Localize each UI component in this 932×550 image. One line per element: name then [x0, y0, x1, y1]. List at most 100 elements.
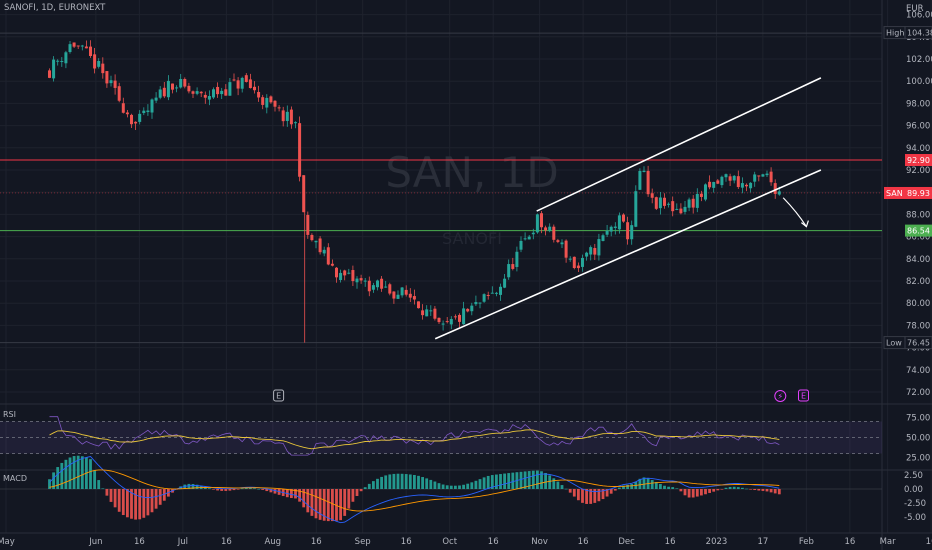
candle-body [490, 292, 494, 294]
candle-down [757, 175, 761, 182]
macd-histogram-bar [72, 456, 76, 489]
candle-up [142, 107, 146, 116]
macd-histogram-bar [138, 489, 142, 520]
candle-down [335, 267, 338, 283]
candle-up [724, 173, 728, 182]
candle-down [433, 305, 437, 321]
candle-down [257, 85, 261, 102]
time-axis-label: 17 [757, 537, 768, 547]
macd-histogram-bar [376, 478, 379, 489]
macd-histogram-bar [564, 488, 568, 490]
low-badge: Low 76.45 [883, 336, 932, 350]
candle-body [515, 251, 519, 267]
projection-arrow [782, 197, 807, 227]
macd-histogram-bar [150, 489, 154, 513]
watermark-symbol: SAN, 1D [385, 148, 558, 197]
low-badge-tag: Low [886, 339, 902, 348]
macd-histogram-bar [80, 456, 84, 489]
candle-body [56, 60, 60, 62]
candle-up [363, 277, 367, 287]
candle-down [421, 304, 425, 320]
candle-body [158, 89, 162, 98]
macd-histogram-bar [158, 489, 162, 505]
candle-body [199, 91, 203, 94]
candle-body [511, 264, 515, 269]
candle-down [199, 91, 203, 98]
macd-histogram-bar [48, 479, 51, 489]
macd-histogram-bar [773, 489, 777, 494]
high-badge-value-bg [904, 26, 932, 40]
candle-up [68, 40, 72, 54]
projection-arrowhead [801, 220, 809, 228]
candle-up [704, 183, 707, 202]
macd-histogram-bar [372, 481, 375, 489]
macd-histogram-bar [335, 489, 338, 521]
candle-body [166, 80, 170, 98]
candle-body [572, 256, 576, 269]
macd-histogram-bar [343, 489, 347, 516]
time-axis-label: 16 [488, 537, 499, 547]
candle-body [294, 122, 297, 124]
candle-body [142, 110, 146, 114]
macd-histogram-bar [298, 489, 301, 502]
candle-down [650, 188, 654, 204]
candle-down [183, 77, 187, 89]
candle-down [691, 195, 695, 214]
macd-histogram-bar [134, 489, 137, 520]
candle-up [396, 290, 400, 299]
candle-down [130, 113, 133, 129]
macd-histogram-bar [216, 489, 219, 491]
macd-histogram-bar [478, 479, 482, 489]
candle-up [441, 320, 445, 331]
candle-body [224, 89, 228, 96]
price-tick-label: 96.00 [906, 122, 930, 132]
macd-histogram-bar [638, 478, 642, 489]
candle-down [404, 285, 408, 297]
macd-histogram-bar [519, 471, 523, 489]
candle-up [687, 197, 691, 212]
candle-body [663, 197, 666, 206]
candle-down [203, 91, 207, 104]
candle-up [605, 225, 609, 237]
candle-up [761, 173, 765, 177]
candle-up [589, 245, 593, 261]
candle-down [392, 291, 396, 304]
macd-histogram-bar [589, 489, 593, 504]
macd-histogram-bar [650, 480, 654, 489]
price-tick-label: 92.00 [906, 166, 930, 176]
candle-body [400, 287, 404, 296]
candle-body [240, 77, 244, 89]
time-axis-label: 2023 [706, 537, 728, 547]
macd-histogram-bar [490, 475, 494, 489]
candle-up [52, 56, 56, 82]
candle-body [605, 230, 609, 235]
macd-tick-label: 0.00 [904, 485, 923, 495]
macd-histogram-bar [408, 474, 412, 489]
macd-histogram-bar [290, 489, 293, 499]
last-price-badge-tag: SAN [886, 189, 903, 198]
macd-histogram-bar [413, 474, 416, 489]
price-tick-label: 82.00 [906, 277, 930, 287]
price-tick-label: 102.00 [906, 55, 932, 65]
support-badge-value: 86.54 [907, 227, 930, 236]
earnings-event-1-box [273, 389, 285, 402]
candle-body [396, 294, 400, 299]
candle-up [195, 87, 199, 96]
candle-up [503, 273, 507, 289]
candle-body [507, 264, 511, 278]
signal-line [49, 469, 780, 512]
macd-histogram-bar [285, 489, 289, 498]
candle-body [646, 170, 650, 195]
resistance-badge: 92.90 [905, 154, 932, 167]
macd-histogram-bar [380, 476, 383, 489]
candle-down [105, 71, 109, 88]
candle-down [576, 262, 580, 273]
macd-histogram-bar [208, 488, 211, 489]
candle-up [515, 246, 519, 272]
candle-up [146, 104, 150, 116]
time-axis-label: Jul [177, 537, 188, 547]
candle-body [728, 176, 732, 181]
candle-up [294, 121, 297, 129]
candle-body [80, 45, 84, 47]
